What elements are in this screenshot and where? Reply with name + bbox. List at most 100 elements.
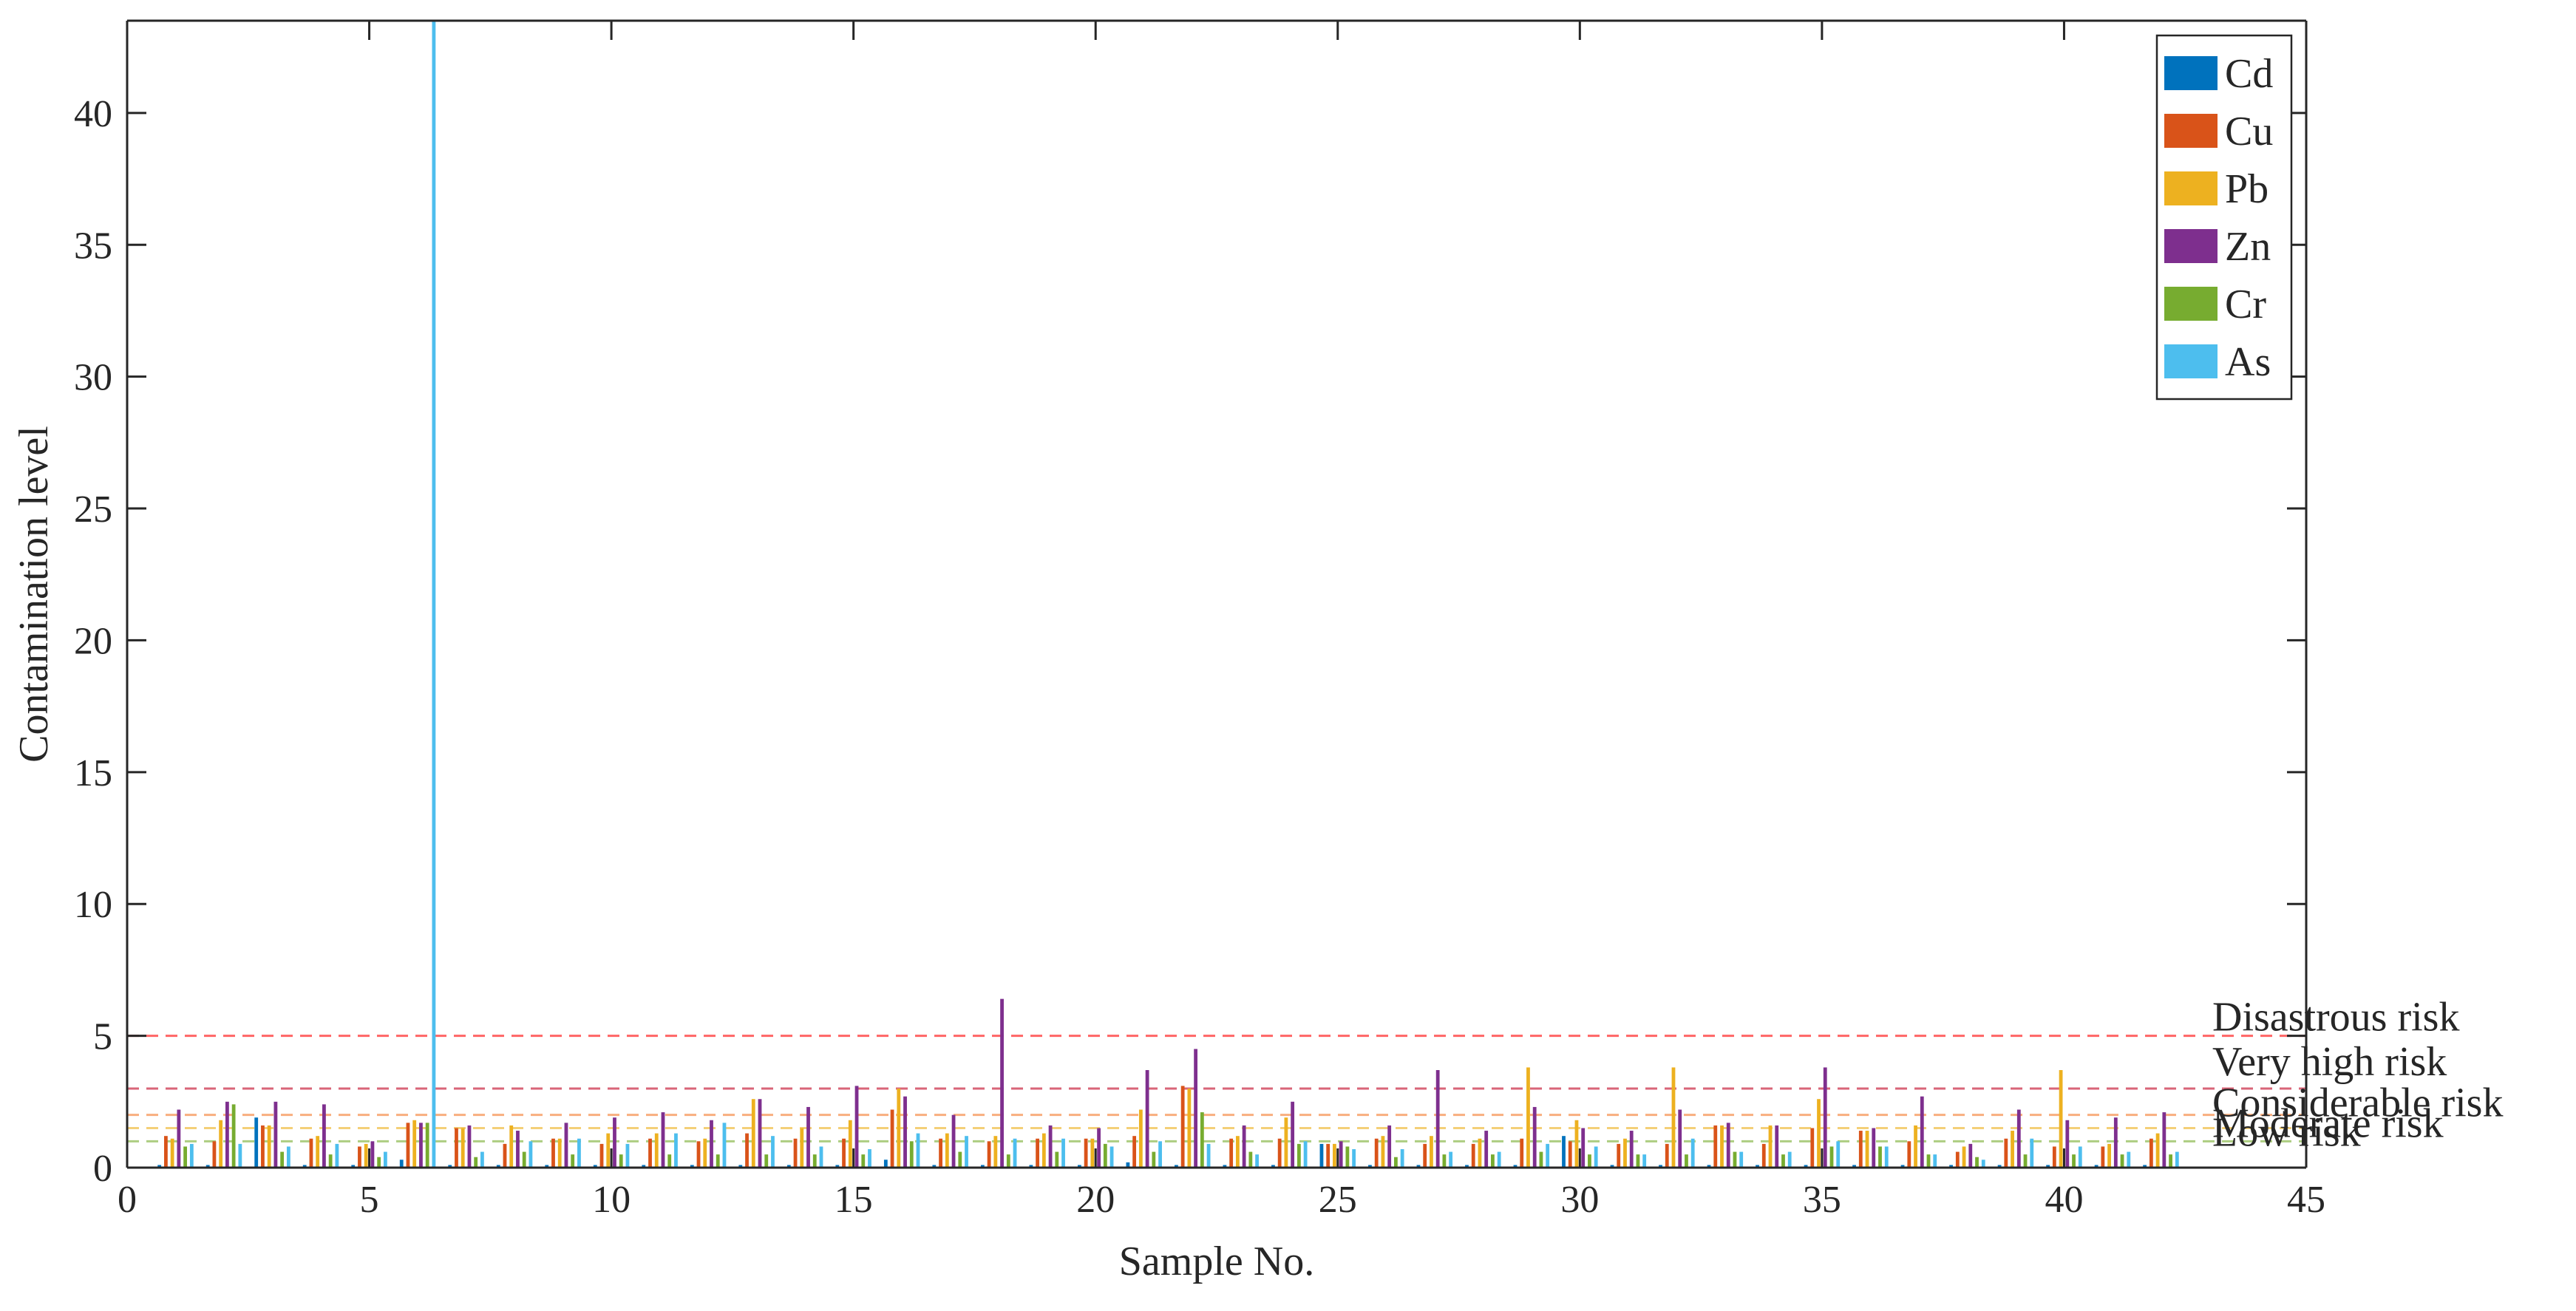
bar-Cd-27	[1416, 1165, 1421, 1168]
axes	[126, 19, 2308, 1169]
y-tick-label: 40	[74, 93, 112, 135]
bar-Cr-20	[1103, 1143, 1107, 1168]
bar-Cr-6	[425, 1123, 429, 1168]
bar-Cd-30	[1562, 1136, 1566, 1168]
legend-swatch-Zn	[2164, 229, 2218, 263]
bar-Cu-38	[1955, 1151, 1960, 1168]
legend-swatch-Cr	[2164, 287, 2218, 321]
bar-As-38	[1981, 1160, 1985, 1168]
bar-Cd-36	[1852, 1165, 1856, 1168]
bar-Cu-37	[1907, 1141, 1911, 1168]
bar-Pb-29	[1526, 1067, 1530, 1168]
bar-Zn-24	[1291, 1101, 1295, 1168]
legend-box	[2155, 34, 2293, 401]
bar-Pb-18	[993, 1136, 998, 1168]
bar-Cu-6	[406, 1123, 410, 1168]
bar-Zn-27	[1435, 1069, 1440, 1168]
bar-Cd-34	[1756, 1165, 1759, 1168]
bar-Cd-13	[738, 1165, 743, 1168]
bar-Pb-33	[1720, 1125, 1724, 1168]
bar-Zn-4	[322, 1104, 326, 1168]
bar-Cr-2	[231, 1104, 236, 1168]
bar-As-22	[1206, 1143, 1211, 1168]
bar-Pb-1	[170, 1138, 174, 1168]
bar-Cd-5	[351, 1165, 356, 1168]
y-axis-title: Contamination level	[11, 426, 57, 763]
bar-Cr-21	[1152, 1151, 1156, 1168]
bar-Cu-9	[551, 1138, 555, 1168]
bar-As-8	[529, 1141, 533, 1168]
bar-Cd-37	[1900, 1165, 1905, 1168]
bar-Cu-35	[1810, 1128, 1815, 1168]
bar-As-18	[1013, 1138, 1017, 1168]
bar-Zn-32	[1678, 1109, 1682, 1168]
bar-Zn-3	[273, 1101, 278, 1168]
legend-label-As: As	[2225, 339, 2271, 385]
bar-Zn-37	[1920, 1096, 1924, 1168]
bar-Cd-12	[690, 1165, 694, 1168]
bar-Zn-42	[2162, 1112, 2167, 1168]
bar-As-16	[916, 1133, 920, 1168]
bar-Cd-25	[1319, 1143, 1324, 1168]
bar-Zn-28	[1484, 1131, 1489, 1168]
bar-Cr-40	[2072, 1154, 2076, 1168]
risk-label-3: Moderate risk	[2212, 1100, 2444, 1146]
bar-As-27	[1449, 1151, 1453, 1168]
bar-Pb-35	[1817, 1099, 1821, 1168]
bar-As-32	[1690, 1138, 1695, 1168]
bar-Zn-20	[1097, 1128, 1101, 1168]
bar-Cd-38	[1949, 1165, 1953, 1168]
bar-Zn-36	[1872, 1128, 1876, 1168]
bar-Cd-6	[399, 1160, 404, 1168]
bar-Cu-15	[842, 1138, 846, 1168]
bar-Cr-10	[619, 1154, 623, 1168]
legend-swatch-Cd	[2164, 56, 2218, 90]
bar-As-28	[1497, 1151, 1501, 1168]
bar-Zn-34	[1775, 1125, 1779, 1168]
bar-As-42	[2175, 1151, 2179, 1168]
bar-Zn-11	[661, 1112, 665, 1168]
bar-Pb-42	[2155, 1133, 2160, 1168]
bar-Cd-22	[1175, 1165, 1178, 1168]
bar-Zn-7	[467, 1125, 472, 1168]
bar-Cr-42	[2169, 1154, 2172, 1168]
bar-Pb-40	[2059, 1069, 2063, 1168]
bar-Cu-24	[1277, 1138, 1282, 1168]
bar-Pb-39	[2011, 1131, 2014, 1168]
bar-As-1	[189, 1143, 194, 1168]
bar-Cu-34	[1761, 1143, 1766, 1168]
bar-Zn-5	[370, 1141, 375, 1168]
bar-Cd-39	[1997, 1165, 2002, 1168]
bar-Cu-26	[1374, 1138, 1379, 1168]
bar-Cd-14	[786, 1165, 791, 1168]
bar-Zn-15	[854, 1086, 859, 1168]
bar-As-40	[2078, 1146, 2082, 1168]
bar-Cd-24	[1271, 1165, 1275, 1168]
y-tick-label: 0	[93, 1148, 112, 1190]
bar-Cr-25	[1345, 1146, 1350, 1168]
bar-Cd-20	[1077, 1165, 1081, 1168]
bar-Cr-36	[1878, 1146, 1882, 1168]
bar-Cu-25	[1326, 1143, 1331, 1168]
y-tick-label: 15	[74, 752, 112, 794]
bar-Cr-26	[1393, 1157, 1398, 1168]
legend-label-Cu: Cu	[2225, 109, 2273, 154]
bar-Zn-19	[1048, 1125, 1053, 1168]
bar-Zn-31	[1629, 1131, 1634, 1168]
legend-swatch-Pb	[2164, 171, 2218, 205]
bar-Zn-38	[1968, 1143, 1973, 1168]
bar-Pb-36	[1865, 1131, 1869, 1168]
bar-Cu-20	[1084, 1138, 1088, 1168]
bar-As-37	[1933, 1154, 1937, 1168]
bar-Cu-14	[793, 1138, 798, 1168]
bar-Pb-24	[1284, 1117, 1288, 1168]
bar-Cu-4	[309, 1138, 313, 1168]
bar-Pb-26	[1381, 1136, 1385, 1168]
bar-Cr-35	[1829, 1146, 1834, 1168]
risk-label-0: Disastrous risk	[2212, 995, 2459, 1041]
bar-Cr-14	[812, 1154, 817, 1168]
bar-Cd-17	[932, 1165, 937, 1168]
bar-Cu-27	[1423, 1143, 1427, 1168]
bar-Pb-5	[364, 1143, 368, 1168]
